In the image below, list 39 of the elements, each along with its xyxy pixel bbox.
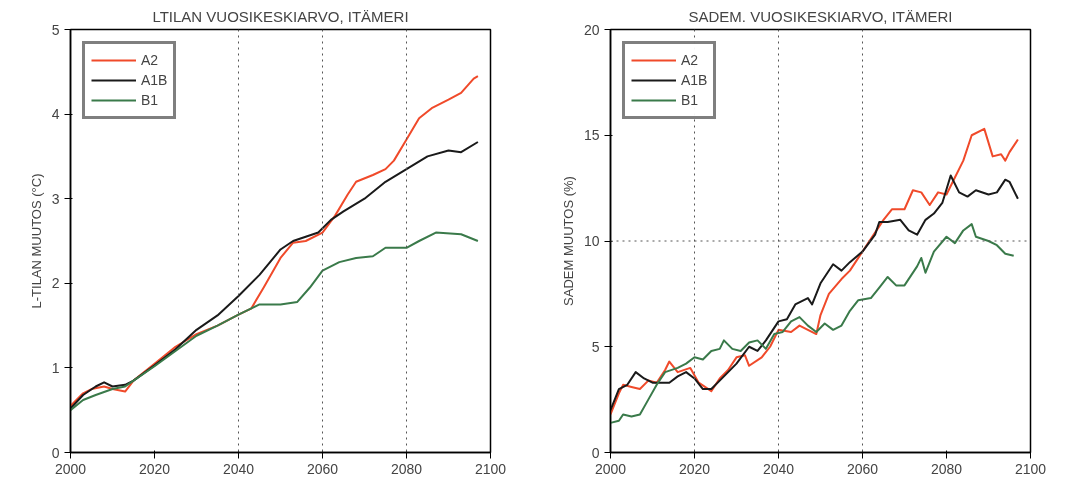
y-tick-label: 5 — [51, 21, 60, 38]
x-tick-label: 2020 — [678, 460, 711, 477]
line-series — [610, 127, 1019, 416]
legend-label: A2 — [681, 52, 700, 68]
line-series — [70, 141, 479, 410]
legend-label: A1B — [141, 72, 168, 88]
legend-label: A1B — [681, 72, 708, 88]
y-tick-label: 0 — [51, 444, 60, 461]
x-tick-label: 2020 — [138, 460, 171, 477]
chart-title: SADEM. VUOSIKESKIARVO, ITÄMERI — [688, 7, 953, 25]
x-tick-label: 2100 — [1014, 460, 1047, 477]
y-axis-title: SADEM MUUTOS (%) — [560, 176, 576, 306]
chart-title: LTILAN VUOSIKESKIARVO, ITÄMERI — [152, 7, 409, 25]
x-tick-label: 2000 — [54, 460, 87, 477]
x-tick-label: 2080 — [390, 460, 423, 477]
x-tick-label: 2080 — [930, 460, 963, 477]
y-tick-label: 1 — [51, 359, 60, 376]
x-tick-label: 2060 — [306, 460, 339, 477]
legend-label: B1 — [681, 92, 700, 108]
y-tick-label: 15 — [583, 127, 600, 144]
legend-label: A2 — [141, 52, 160, 68]
line-series — [610, 174, 1019, 412]
legend-label: B1 — [141, 92, 160, 108]
y-tick-label: 0 — [591, 444, 600, 461]
line-series — [70, 231, 479, 412]
line-series — [610, 223, 1015, 424]
x-tick-label: 2000 — [594, 460, 627, 477]
y-tick-label: 2 — [51, 275, 60, 292]
x-tick-label: 2060 — [846, 460, 879, 477]
y-tick-label: 20 — [583, 21, 600, 38]
x-tick-label: 2040 — [222, 460, 255, 477]
y-axis-title: L-TILAN MUUTOS (°C) — [28, 173, 44, 309]
y-tick-label: 3 — [51, 190, 60, 207]
x-tick-label: 2040 — [762, 460, 795, 477]
y-tick-label: 4 — [51, 106, 60, 123]
y-tick-label: 10 — [583, 233, 600, 249]
x-tick-label: 2100 — [474, 460, 507, 477]
y-tick-label: 5 — [591, 338, 600, 355]
line-series — [70, 75, 479, 407]
